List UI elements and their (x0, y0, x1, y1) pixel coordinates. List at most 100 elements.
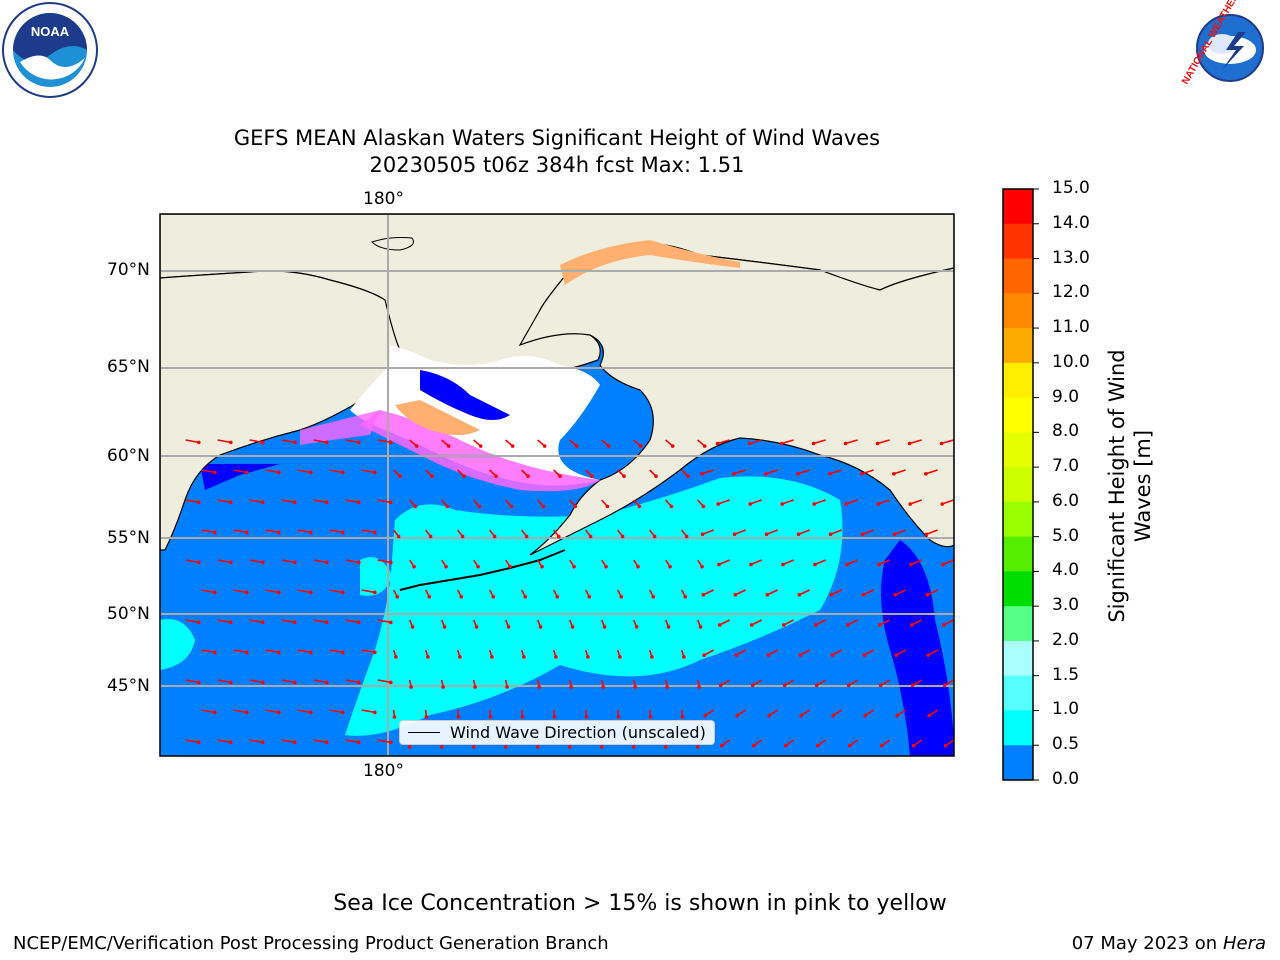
wave-direction-arrowhead (620, 534, 625, 539)
wave-direction-arrow (911, 619, 923, 626)
colorbar-frame (1002, 188, 1034, 781)
colorbar-tick-label: 4.0 (1052, 560, 1080, 581)
wave-direction-arrow (797, 469, 810, 475)
wave-direction-arrowhead (926, 653, 931, 657)
wave-direction-arrow (185, 619, 199, 624)
wave-direction-arrowhead (813, 562, 817, 567)
wave-direction-arrowhead (197, 440, 201, 445)
wave-direction-arrow (313, 619, 327, 624)
wave-direction-arrowhead (535, 745, 540, 749)
colorbar-tick-label: 9.0 (1052, 386, 1080, 407)
colorbar-tick-label: 0.5 (1052, 734, 1080, 755)
wave-direction-arrowhead (277, 650, 281, 655)
wave-direction-arrowhead (893, 592, 898, 597)
colorbar-band (1003, 362, 1033, 399)
wave-direction-arrowhead (698, 625, 703, 629)
legend-line-swatch (408, 732, 440, 733)
wave-direction-arrow (217, 559, 231, 564)
map-frame (159, 213, 955, 757)
wave-direction-arrowhead (245, 530, 249, 535)
wave-direction-arrowhead (815, 743, 820, 748)
wave-direction-arrow (313, 559, 327, 564)
wave-direction-arrow (926, 529, 938, 536)
wave-direction-arrowhead (767, 713, 771, 718)
wave-direction-arrowhead (894, 653, 899, 657)
wave-direction-arrow (361, 649, 375, 654)
credit-date-text: 07 May 2023 on (1071, 933, 1218, 954)
wave-direction-arrowhead (277, 470, 281, 475)
wave-direction-arrowhead (811, 441, 816, 446)
wave-direction-arrowhead (357, 440, 361, 445)
wave-direction-arrowhead (876, 502, 880, 506)
wave-direction-arrowhead (587, 594, 592, 599)
wave-direction-arrow (893, 469, 906, 475)
wave-direction-arrow (925, 469, 938, 475)
wave-direction-arrowhead (715, 441, 720, 446)
wave-direction-arrowhead (357, 680, 361, 685)
map-title: GEFS MEAN Alaskan Waters Significant Hei… (233, 126, 881, 150)
wave-direction-arrowhead (718, 683, 723, 688)
credit-branch: NCEP/EMC/Verification Post Processing Pr… (13, 933, 609, 954)
wave-direction-arrowhead (796, 471, 800, 476)
wave-direction-arrowhead (779, 441, 784, 446)
lat-label-60: 60°N (107, 446, 150, 466)
wave-direction-arrowhead (925, 592, 930, 597)
wave-direction-arrow (377, 619, 391, 624)
wave-direction-arrowhead (460, 534, 465, 539)
wave-direction-arrowhead (584, 715, 589, 719)
colorbar-band (1003, 223, 1033, 260)
wave-direction-arrow (361, 709, 375, 714)
wave-direction-arrowhead (424, 715, 429, 719)
wave-direction-arrow (361, 469, 375, 474)
colorbar-band (1003, 467, 1033, 503)
wave-direction-arrowhead (520, 715, 525, 719)
wave-direction-arrowhead (341, 470, 345, 475)
wave-direction-arrowhead (650, 655, 654, 659)
wave-direction-arrowhead (683, 594, 688, 599)
wave-direction-arrowhead (261, 500, 265, 505)
wave-direction-arrowhead (909, 562, 913, 567)
wave-direction-arrowhead (616, 715, 621, 719)
wave-direction-arrowhead (796, 532, 801, 537)
sea-ice-low-waves (420, 370, 510, 420)
wave-direction-arrowhead (686, 474, 690, 479)
wave-direction-arrow (313, 739, 327, 744)
wave-direction-arrowhead (602, 625, 607, 629)
wave-direction-arrowhead (747, 441, 752, 446)
wave-direction-arrowhead (843, 441, 848, 446)
wave-direction-arrow (281, 679, 295, 684)
wave-direction-arrowhead (751, 743, 756, 748)
wave-direction-arrow (329, 469, 343, 474)
land-alaska (518, 243, 954, 556)
colorbar-tick-label: 5.0 (1052, 525, 1080, 546)
wave-direction-arrow (281, 559, 295, 564)
wave-direction-arrowhead (261, 740, 265, 745)
colorbar-band (1003, 397, 1033, 433)
wave-direction-arrowhead (605, 504, 610, 509)
wave-direction-arrowhead (717, 562, 721, 567)
wave-direction-arrow (201, 709, 215, 714)
wave-direction-arrow (233, 649, 247, 654)
wave-direction-arrowhead (829, 592, 834, 597)
wave-direction-arrow (781, 499, 794, 505)
wave-direction-arrowhead (477, 504, 482, 509)
wave-direction-arrowhead (798, 653, 803, 657)
wave-direction-arrow (265, 469, 279, 474)
wave-direction-arrow (233, 589, 247, 594)
wave-direction-arrow (249, 679, 263, 684)
wave-direction-arrowhead (197, 740, 201, 745)
wave-direction-arrow (345, 679, 359, 684)
wave-direction-arrowhead (373, 590, 377, 595)
wave-direction-arrowhead (860, 532, 865, 537)
wave-direction-arrowhead (357, 560, 361, 565)
wave-direction-arrowhead (490, 655, 494, 659)
colorbar-tick-label: 7.0 (1052, 456, 1080, 477)
wave-direction-arrow (749, 439, 762, 445)
wave-direction-arrowhead (907, 441, 912, 446)
wave-direction-arrowhead (573, 504, 578, 509)
sea-ice-pink-west (300, 410, 380, 445)
wave-direction-arrowhead (508, 564, 512, 569)
wave-direction-arrow (719, 619, 731, 626)
wave-direction-arrow (281, 739, 295, 744)
